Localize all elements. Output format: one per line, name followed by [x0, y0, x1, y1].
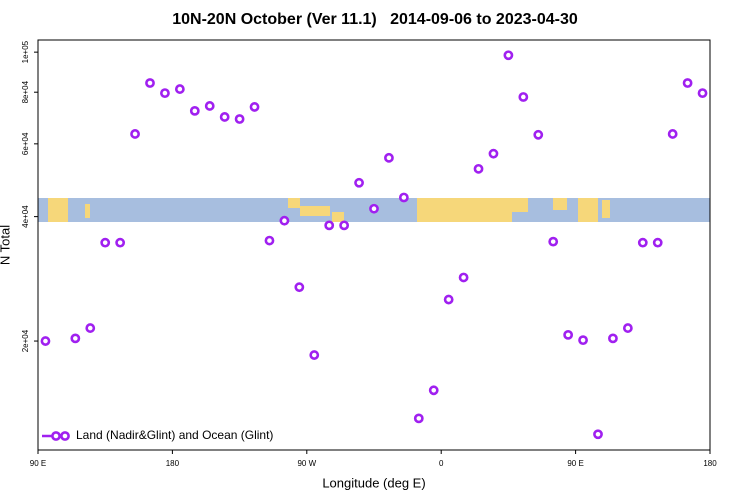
land — [85, 204, 90, 218]
point — [294, 282, 305, 293]
x-tick-label: 90 E — [30, 459, 46, 468]
point — [264, 235, 275, 246]
plot-frame — [37, 39, 711, 451]
point — [413, 413, 424, 424]
point — [354, 177, 364, 188]
land — [300, 206, 330, 216]
y-tick-label: 4e+04 — [21, 205, 30, 228]
point — [100, 237, 111, 248]
land — [553, 198, 567, 210]
y-tick-label: 2e+04 — [21, 329, 30, 352]
point — [234, 114, 245, 124]
point — [667, 129, 678, 139]
point — [279, 215, 290, 226]
point — [70, 333, 81, 344]
x-tick-label: 0 — [439, 459, 444, 468]
point — [145, 78, 155, 88]
point — [563, 329, 574, 340]
point — [339, 220, 350, 231]
point — [548, 236, 559, 247]
point — [398, 192, 409, 203]
point — [369, 203, 379, 214]
x-tick-label: 90 W — [297, 459, 316, 468]
point — [324, 220, 335, 231]
y-tick-label: 8e+04 — [21, 80, 30, 103]
y-tick-label: 1e+05 — [21, 40, 30, 63]
point — [518, 92, 529, 102]
land — [512, 198, 528, 212]
point — [428, 385, 439, 396]
y-tick-label: 6e+04 — [21, 132, 30, 155]
point — [503, 50, 514, 61]
point — [637, 237, 648, 248]
point — [608, 333, 618, 344]
point — [160, 88, 170, 99]
point — [204, 101, 215, 111]
point — [309, 350, 320, 360]
point — [443, 294, 454, 305]
point — [593, 429, 603, 440]
point — [249, 102, 260, 112]
point — [458, 272, 469, 283]
point — [578, 335, 588, 346]
point — [384, 152, 394, 163]
map-strip — [38, 198, 710, 222]
legend-item: Land (Nadir&Glint) and Ocean (Glint) — [42, 428, 273, 442]
point — [473, 163, 484, 174]
legend-marker — [51, 431, 61, 441]
legend-label: Land (Nadir&Glint) and Ocean (Glint) — [76, 428, 273, 442]
point — [622, 323, 633, 333]
legend-marker — [60, 431, 70, 441]
point — [115, 237, 126, 248]
point — [40, 336, 51, 346]
land — [578, 198, 598, 222]
point — [130, 129, 140, 139]
point — [85, 323, 96, 333]
point — [219, 112, 230, 122]
x-tick-label: 90 E — [567, 459, 583, 468]
point — [533, 129, 544, 140]
point — [652, 237, 663, 248]
point — [189, 105, 200, 116]
point — [682, 78, 693, 88]
x-tick-label: 180 — [703, 459, 717, 468]
land — [417, 198, 512, 222]
land — [332, 212, 344, 222]
x-tick-label: 180 — [166, 459, 180, 468]
x-axis-label: Longitude (deg E) — [322, 475, 425, 490]
point — [174, 84, 185, 94]
series — [40, 50, 708, 440]
land — [602, 200, 610, 218]
point — [488, 148, 499, 159]
land — [48, 198, 68, 222]
point — [697, 88, 708, 99]
y-axis-label: N Total — [0, 225, 12, 265]
chart-title: 10N-20N October (Ver 11.1) 2014-09-06 to… — [172, 11, 578, 28]
land — [288, 198, 300, 208]
